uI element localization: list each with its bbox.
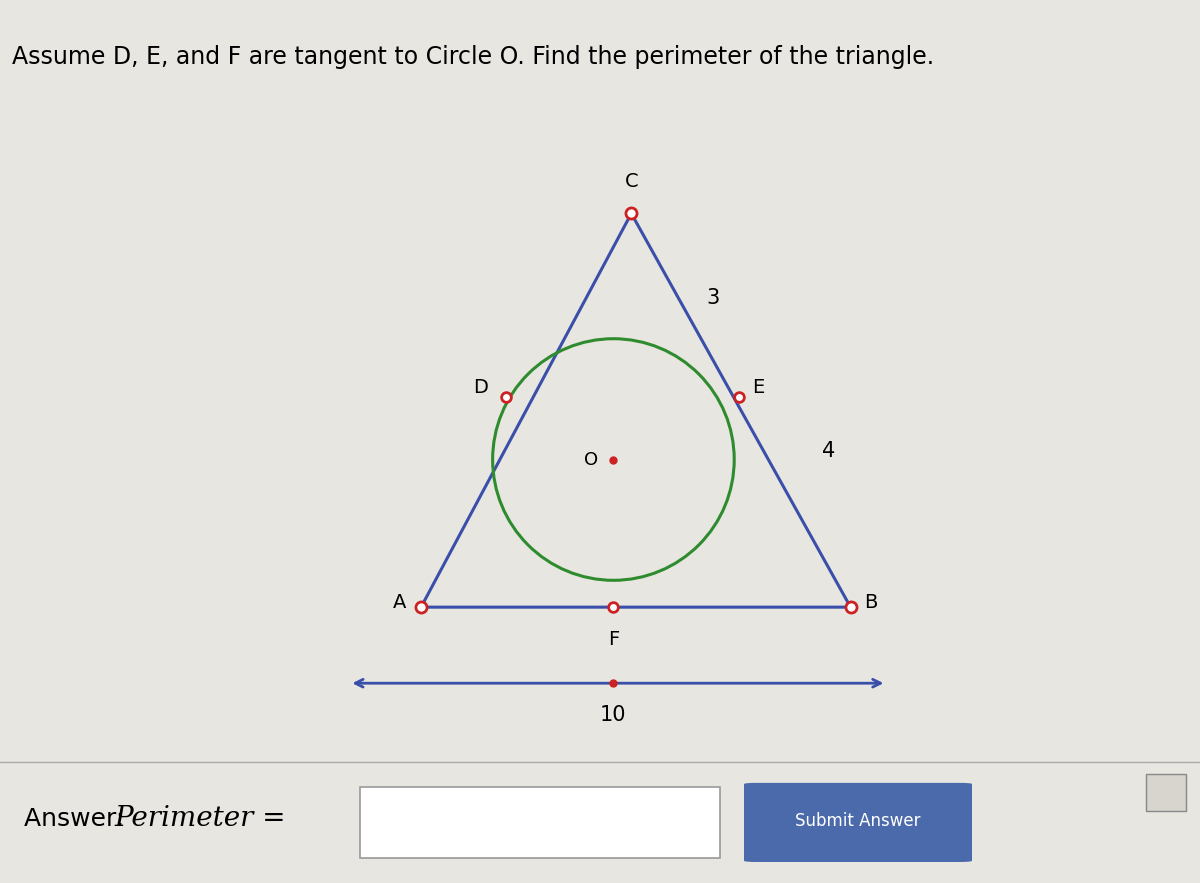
Text: C: C (624, 172, 638, 191)
Text: 3: 3 (706, 289, 719, 308)
Text: O: O (584, 450, 599, 469)
Text: A: A (392, 593, 406, 612)
Text: E: E (752, 379, 764, 397)
Text: D: D (473, 379, 488, 397)
Text: Perimeter =: Perimeter = (114, 805, 286, 832)
Text: Answer:: Answer: (24, 807, 132, 831)
Text: Submit Answer: Submit Answer (796, 812, 920, 830)
FancyBboxPatch shape (744, 783, 972, 862)
FancyBboxPatch shape (1146, 774, 1186, 811)
Text: Assume D, E, and F are tangent to Circle O. Find the perimeter of the triangle.: Assume D, E, and F are tangent to Circle… (12, 45, 934, 70)
Text: F: F (607, 630, 619, 648)
Text: 10: 10 (600, 705, 626, 725)
FancyBboxPatch shape (360, 787, 720, 858)
Text: 4: 4 (822, 441, 835, 461)
Text: B: B (864, 593, 877, 612)
